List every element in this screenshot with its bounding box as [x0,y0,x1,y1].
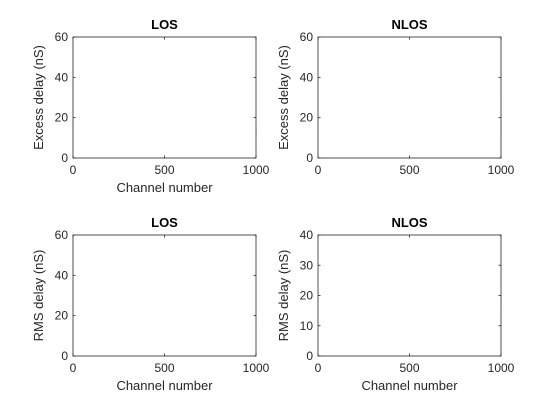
x-tick-label: 500 [399,361,419,375]
chart-title: NLOS [391,17,427,32]
y-tick-label: 60 [300,30,314,44]
x-axis-label: Channel number [361,378,458,393]
y-tick-label: 10 [300,319,314,333]
y-tick-label: 20 [55,111,69,125]
x-tick-label: 500 [154,361,174,375]
y-axis-label: Excess delay (nS) [31,45,46,150]
x-tick-label: 500 [154,163,174,177]
y-tick-label: 60 [55,30,69,44]
subplot-1: 0 500 1000 0 20 40 60 LOS Channel number Excess d… [31,17,270,195]
x-tick-label: 500 [399,163,419,177]
y-axis-label: RMS delay (nS) [276,250,291,342]
x-tick-label: 1000 [488,361,515,375]
chart-title: NLOS [391,215,427,230]
axes-frame [72,234,257,357]
y-tick-label: 0 [306,151,313,165]
x-tick-label: 1000 [243,361,270,375]
x-tick-label: 1000 [488,163,515,177]
x-tick-label: 0 [70,361,77,375]
x-tick-label: 0 [315,361,322,375]
subplot-4: 0 500 1000 0 10 20 30 40 NLOS Channel number RMS d… [276,215,515,393]
y-axis-label: RMS delay (nS) [31,250,46,342]
y-tick-label: 0 [306,349,313,363]
subplot-2: 0 500 1000 0 20 40 60 NLOS Excess delay (nS) [276,17,515,177]
y-tick-label: 40 [55,70,69,84]
y-tick-label: 0 [61,349,68,363]
axes-frame [72,36,257,159]
y-tick-label: 40 [300,228,314,242]
chart-title: LOS [151,215,178,230]
y-axis-label: Excess delay (nS) [276,45,291,150]
x-tick-label: 1000 [243,163,270,177]
y-tick-label: 30 [300,258,314,272]
axes-frame [317,36,502,159]
y-tick-label: 60 [55,228,69,242]
y-tick-label: 20 [300,111,314,125]
subplot-3: 0 500 1000 0 20 40 60 LOS Channel number RMS dela… [31,215,270,393]
x-tick-label: 0 [315,163,322,177]
chart-title: LOS [151,17,178,32]
x-axis-label: Channel number [116,378,213,393]
x-axis-label: Channel number [116,180,213,195]
y-tick-label: 20 [300,289,314,303]
y-tick-label: 20 [55,309,69,323]
y-tick-label: 40 [300,70,314,84]
x-tick-label: 0 [70,163,77,177]
axes-frame [317,234,502,357]
y-tick-label: 40 [55,268,69,282]
y-tick-label: 0 [61,151,68,165]
